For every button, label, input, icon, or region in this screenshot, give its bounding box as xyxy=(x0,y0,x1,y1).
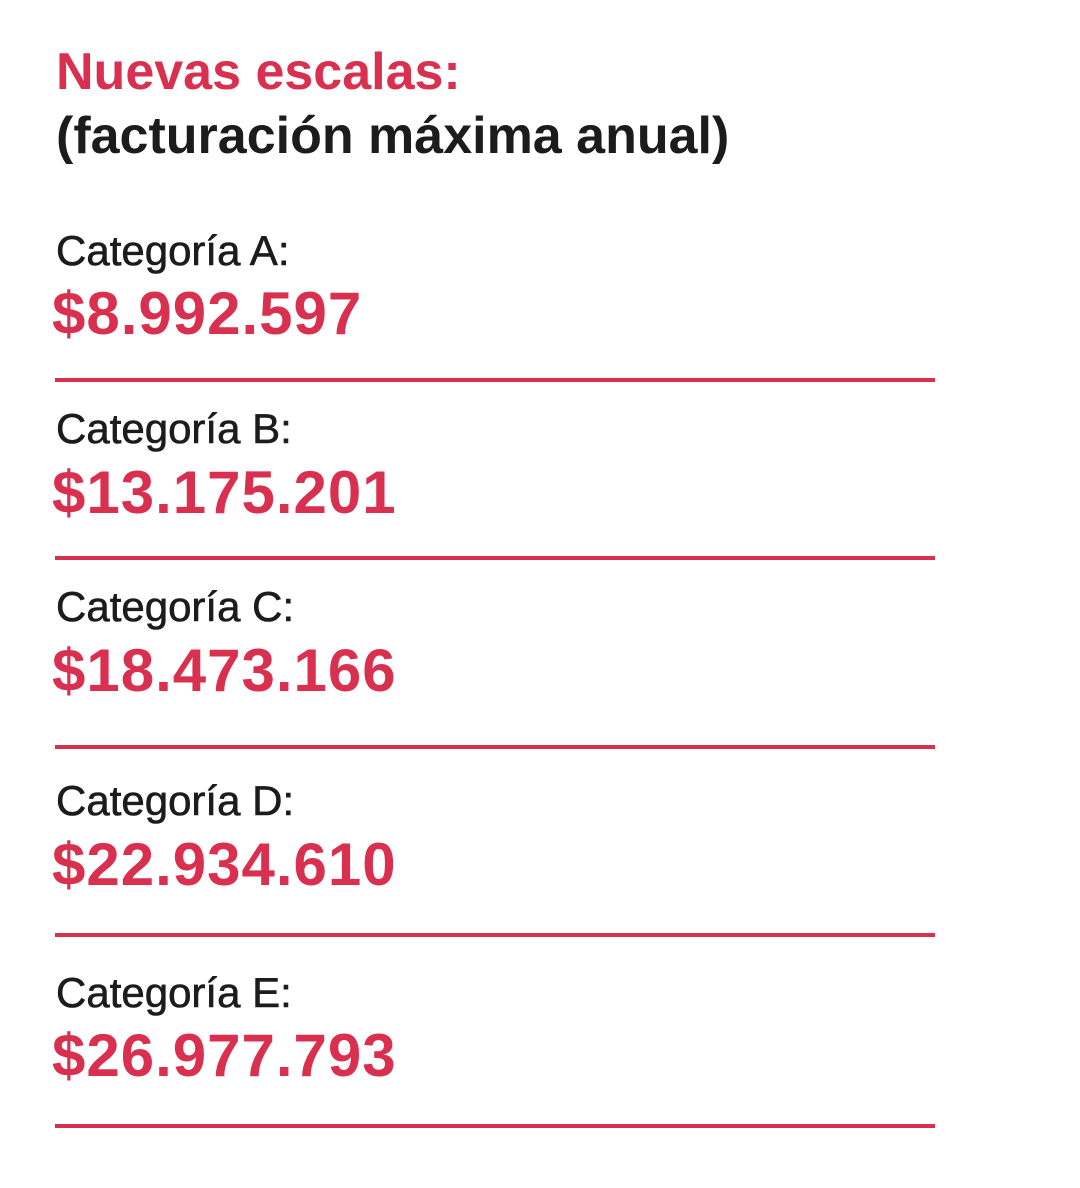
divider xyxy=(55,378,935,382)
category-value: $18.473.166 xyxy=(52,637,397,704)
title: Nuevas escalas: xyxy=(56,43,461,101)
divider xyxy=(55,933,935,937)
category-label: Categoría C: xyxy=(56,583,295,630)
subtitle: (facturación máxima anual) xyxy=(56,107,730,165)
category-value: $26.977.793 xyxy=(52,1022,397,1089)
category-value: $22.934.610 xyxy=(52,831,397,898)
category-value: $8.992.597 xyxy=(52,280,363,347)
category-label: Categoría E: xyxy=(56,969,292,1016)
category-label: Categoría B: xyxy=(56,405,292,452)
category-label: Categoría D: xyxy=(56,777,295,824)
category-value: $13.175.201 xyxy=(52,459,397,526)
divider xyxy=(55,745,935,749)
category-label: Categoría A: xyxy=(56,227,290,274)
divider xyxy=(55,1124,935,1128)
divider xyxy=(55,556,935,560)
